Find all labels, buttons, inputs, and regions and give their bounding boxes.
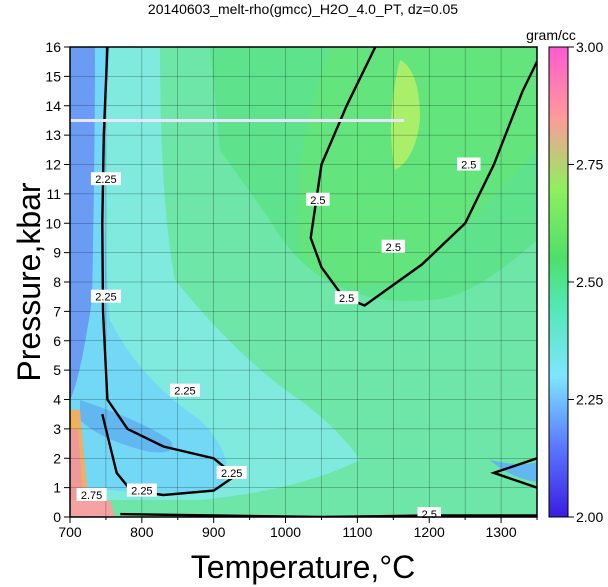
colorbar-tick-label: 2.25 — [576, 392, 603, 408]
y-tick-label: 1 — [53, 480, 61, 496]
y-tick-label: 5 — [53, 362, 61, 378]
colorbar-tick-label: 3.00 — [576, 39, 603, 55]
contour-label-text: 2.25 — [174, 386, 195, 398]
y-tick-label: 7 — [53, 303, 61, 319]
contour-label-bg — [90, 172, 121, 186]
contour-label-bg — [334, 291, 359, 305]
y-tick-label: 0 — [53, 509, 61, 525]
contour-label-text: 2.25 — [221, 468, 242, 480]
y-tick-label: 6 — [53, 333, 61, 349]
contour-label-text: 2.5 — [461, 160, 476, 172]
contour-label: 2.5 — [334, 291, 359, 305]
contour-line-2.25 — [101, 47, 238, 497]
contour-line-2.5 — [120, 512, 537, 517]
colorbar-tick-label: 2.00 — [576, 509, 603, 525]
contour-label-text: 2.5 — [422, 509, 437, 521]
contour-label-bg — [216, 465, 247, 479]
contour-line-2.5 — [490, 457, 537, 489]
y-axis-title: Pressure,kbar — [11, 182, 47, 382]
contour-label: 2.5 — [306, 192, 330, 207]
contour-label: 2.5 — [456, 157, 481, 172]
contour-label-bg — [126, 483, 157, 497]
x-axis: 700 800 900 1000 1100 1200 1300 — [58, 517, 538, 540]
contour-label: 2.75 — [76, 487, 107, 502]
contour-labels: 2.25 2.25 2.25 2.25 2.25 2.5 2.5 2.5 2.5 2.5 2.75 — [76, 157, 481, 521]
y-tick-label: 12 — [45, 157, 61, 173]
contour-label-text: 2.25 — [95, 174, 116, 186]
y-tick-label: 13 — [45, 127, 61, 143]
contour-label: 2.25 — [90, 172, 121, 186]
x-tick-label: 800 — [130, 524, 154, 540]
colorbar-tick-label: 2.75 — [576, 157, 603, 173]
y-tick-label: 16 — [45, 39, 61, 55]
contour-label-text: 2.25 — [131, 486, 152, 498]
contour-label-bg — [306, 192, 330, 206]
contour-label-bg — [381, 239, 406, 253]
contour-label: 2.25 — [90, 289, 121, 304]
y-tick-label: 3 — [53, 421, 61, 437]
colorbar-tick-label: 2.50 — [576, 274, 603, 290]
contour-label: 2.5 — [381, 239, 406, 254]
contour-label-text: 2.25 — [95, 292, 116, 304]
colorbar-ticks: 2.00 2.25 2.50 2.75 3.00 — [568, 39, 603, 525]
x-tick-label: 1000 — [270, 524, 301, 540]
contour-label-text: 2.5 — [310, 195, 325, 207]
contour-label-bg — [76, 487, 107, 501]
x-axis-title: Temperature,°C — [191, 549, 415, 585]
y-tick-label: 2 — [53, 450, 61, 466]
y-tick-label: 4 — [53, 392, 61, 408]
contour-label-text: 2.75 — [81, 490, 102, 502]
y-tick-label: 15 — [45, 68, 61, 84]
y-tick-label: 9 — [53, 245, 61, 261]
x-tick-label: 700 — [58, 524, 82, 540]
contour-label-text: 2.5 — [339, 293, 354, 305]
colorbar-label: gram/cc — [526, 27, 576, 43]
y-tick-label: 14 — [45, 98, 61, 114]
y-tick-label: 8 — [53, 274, 61, 290]
contour-label: 2.25 — [126, 483, 157, 498]
x-tick-label: 1200 — [414, 524, 445, 540]
contour-label-text: 2.5 — [386, 242, 401, 254]
contour-label-bg — [90, 289, 121, 303]
y-tick-label: 10 — [45, 215, 61, 231]
colorbar — [548, 46, 569, 518]
contour-label-bg — [169, 383, 200, 397]
x-tick-label: 1100 — [342, 524, 372, 540]
contour-label: 2.25 — [169, 383, 200, 398]
contour-label: 2.25 — [216, 465, 247, 480]
chart-title: 20140603_melt-rho(gmcc)_H2O_4.0_PT, dz=0… — [148, 1, 458, 17]
x-tick-label: 1300 — [485, 524, 516, 540]
y-tick-label: 11 — [46, 186, 61, 202]
x-tick-label: 900 — [202, 524, 226, 540]
contour-label-bg — [456, 157, 481, 171]
